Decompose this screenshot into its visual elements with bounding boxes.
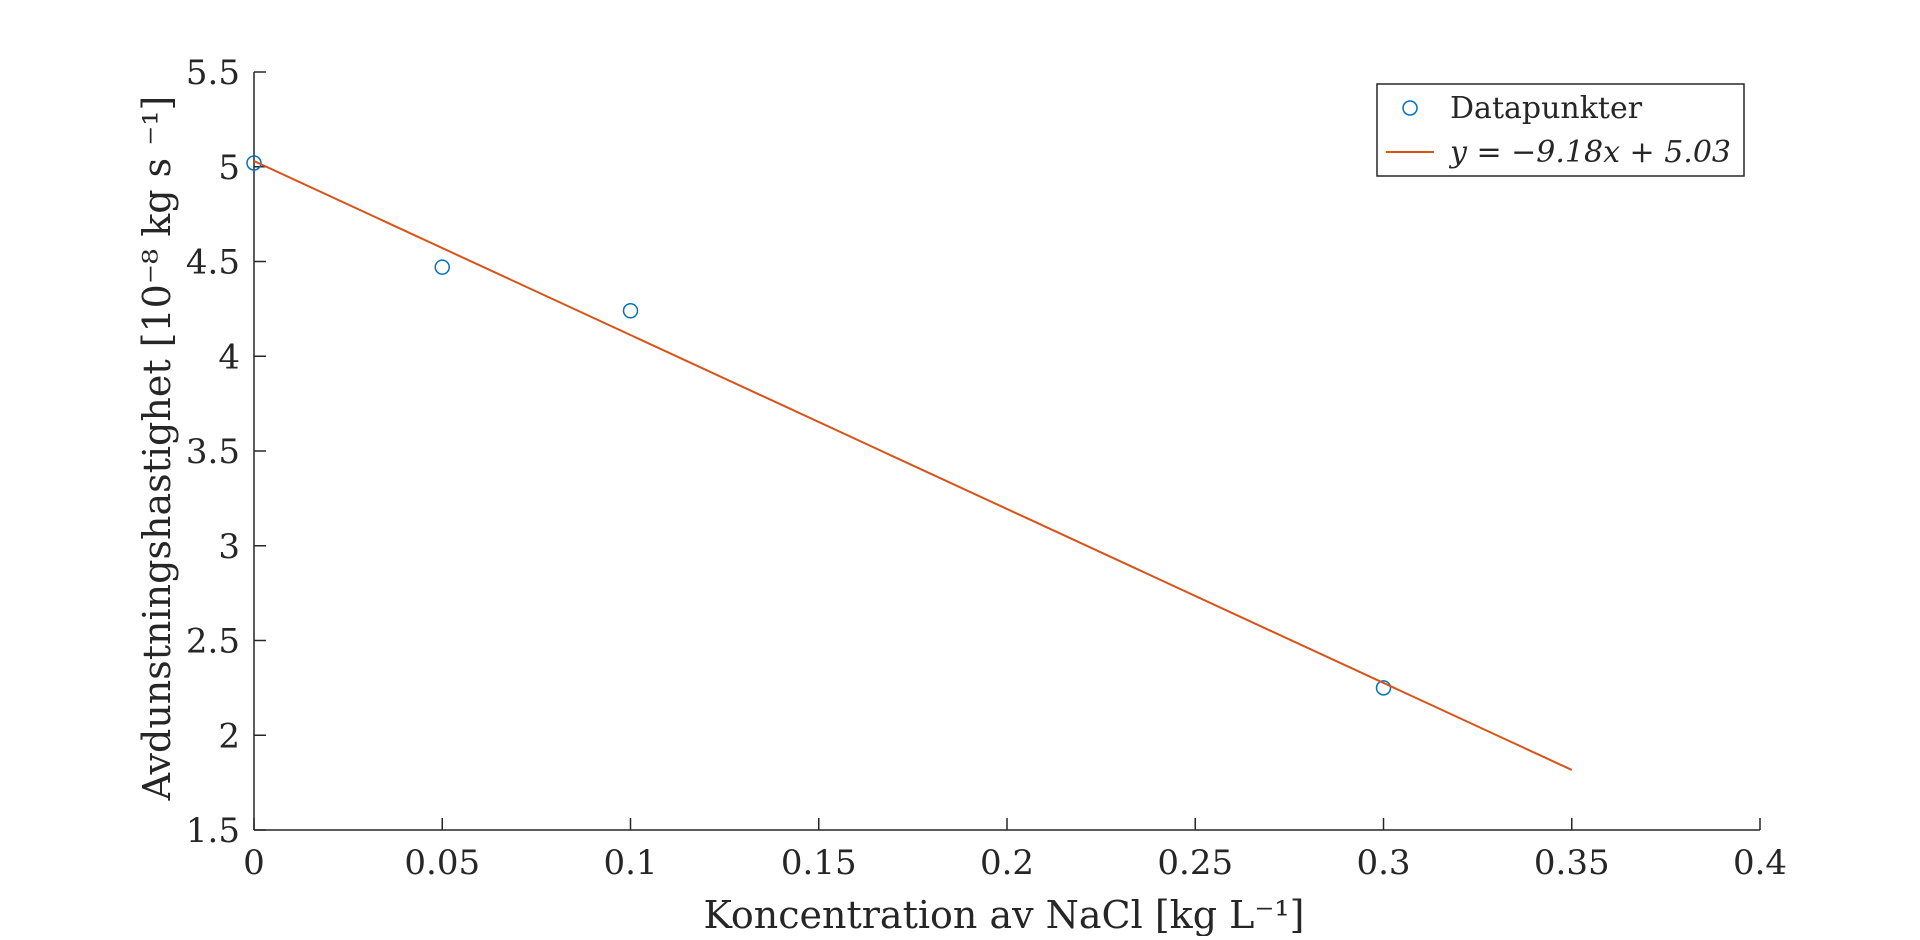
- y-tick-label: 5: [218, 148, 240, 188]
- x-tick-label: 0.05: [404, 843, 480, 883]
- data-point: [1375, 680, 1392, 696]
- ticks-layer: 0 0.05 0.1 0.15 0.2 0.25 0.3 0.35 0.4 1.5 2 2.5 3 3.5…: [186, 53, 1787, 883]
- legend-marker-datapunkter: [1402, 100, 1418, 116]
- legend-box: [1376, 83, 1745, 177]
- legend: Datapunkter y = −9.18x + 5.03: [1376, 83, 1745, 177]
- axes-layer: [253, 72, 1760, 831]
- y-tick-label: 2: [218, 716, 240, 756]
- x-tick-label: 0.4: [1733, 843, 1787, 883]
- x-tick-label: 0.15: [781, 843, 857, 883]
- y-axis-label: Avdunstningshastighet [10⁻⁸ kg s ⁻¹]: [135, 96, 179, 802]
- x-tick-label: 0.3: [1356, 843, 1410, 883]
- series-layer: [246, 155, 1573, 771]
- y-tick-label: 1.5: [186, 811, 240, 851]
- y-tick-label: 4: [218, 337, 240, 377]
- x-tick-label: 0: [243, 843, 265, 883]
- y-tick-label: 4.5: [186, 243, 240, 283]
- data-point: [246, 155, 262, 171]
- x-axis-label: Koncentration av NaCl [kg L⁻¹]: [704, 893, 1305, 936]
- x-tick-label: 0.2: [980, 843, 1034, 883]
- y-tick-label: 3: [218, 527, 240, 567]
- y-tick-label: 3.5: [186, 432, 240, 472]
- x-tick-label: 0.25: [1157, 843, 1233, 883]
- fit-line: [253, 160, 1573, 771]
- data-point: [622, 303, 639, 319]
- x-tick-label: 0.1: [603, 843, 657, 883]
- y-tick-label: 5.5: [186, 53, 240, 93]
- legend-label-datapunkter: Datapunkter: [1450, 91, 1643, 126]
- x-tick-label: 0.35: [1534, 843, 1610, 883]
- legend-label-fit: y = −9.18x + 5.03: [1448, 135, 1731, 170]
- y-tick-label: 2.5: [186, 622, 240, 662]
- labels-layer: Koncentration av NaCl [kg L⁻¹] Avdunstni…: [135, 96, 1305, 937]
- data-point: [434, 259, 450, 275]
